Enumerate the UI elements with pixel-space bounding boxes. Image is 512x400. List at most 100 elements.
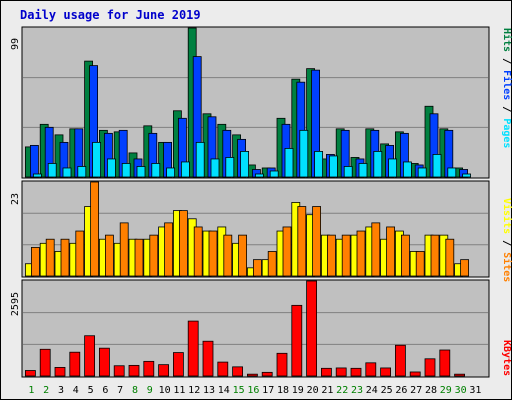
chart-title: Daily usage for June 2019: [20, 8, 201, 22]
panel-visits-ymax-label: 23: [10, 193, 21, 205]
visits-panel-bar-sites-day-11: [178, 210, 188, 277]
visits-panel-bar-sites-day-20: [312, 206, 322, 277]
legend-slash-2: /: [501, 100, 512, 118]
kbytes-panel-bar-kbytes-day-1: [24, 370, 36, 377]
x-tick-label-day-6: 6: [102, 385, 108, 396]
legend-pages: Pages: [501, 118, 512, 148]
x-tick-label-day-19: 19: [292, 385, 304, 396]
x-axis-day-labels: 1 2 3 4 5 6 7 8 9 10 11 12 13 14 15 16 17 18 19 20 21 22 23 24 2…: [28, 385, 481, 396]
x-tick-label-day-4: 4: [73, 385, 79, 396]
legend-kbytes: KBytes: [501, 340, 512, 376]
gridlines: [23, 77, 488, 345]
kbytes-panel-bar-kbytes-day-27: [409, 371, 421, 377]
x-tick-label-day-30: 30: [455, 385, 467, 396]
x-tick-label-day-8: 8: [132, 385, 138, 396]
hits-panel-bar-pages-day-21: [328, 155, 338, 178]
hits-panel-bar-pages-day-24: [373, 151, 383, 178]
hits-panel-bar-pages-day-27: [417, 167, 427, 178]
kbytes-panel-bar-kbytes-day-23: [350, 367, 362, 377]
x-tick-label-day-17: 17: [262, 385, 274, 396]
visits-panel-bar-sites-day-30: [460, 259, 470, 277]
x-tick-label-day-14: 14: [218, 385, 230, 396]
visits-panel-bar-sites-day-12: [193, 226, 203, 277]
panel-kbytes-ymax-label: 2595: [10, 292, 21, 316]
hits-panel-bar-pages-day-18: [284, 148, 294, 178]
x-tick-label-day-10: 10: [159, 385, 171, 396]
legend-hits: Hits: [501, 28, 512, 52]
legend-slash-3: /: [501, 234, 512, 252]
kbytes-panel-bar-kbytes-day-2: [39, 348, 51, 377]
x-tick-label-day-11: 11: [173, 385, 185, 396]
kbytes-panel-bar-kbytes-day-20: [306, 280, 318, 377]
x-tick-label-day-24: 24: [366, 385, 378, 396]
hits-panel-bar-pages-day-28: [432, 154, 442, 178]
kbytes-panel-bar-kbytes-day-13: [202, 340, 214, 377]
kbytes-panel-bar-kbytes-day-10: [158, 364, 170, 377]
hits-panel-bar-pages-day-8: [136, 166, 146, 178]
hits-panel-bar-pages-day-17: [269, 170, 279, 178]
visits-panel-bar-sites-day-21: [326, 234, 336, 277]
kbytes-panel-bar-kbytes-day-11: [172, 352, 184, 377]
kbytes-panel-bar-kbytes-day-24: [365, 362, 377, 377]
hits-panel-bar-pages-day-1: [33, 173, 42, 178]
kbytes-panel-bar-kbytes-day-12: [187, 320, 199, 377]
hits-panel-bar-pages-day-5: [92, 141, 101, 178]
hits-panel-bar-pages-day-20: [314, 151, 324, 178]
kbytes-panel-bar-kbytes-day-30: [454, 373, 466, 377]
kbytes-panel-bar-kbytes-day-3: [54, 366, 66, 377]
hits-panel-bar-pages-day-30: [462, 173, 472, 178]
x-tick-label-day-27: 27: [410, 385, 422, 396]
legend-hits-files-pages: Hits / Files / Pages: [501, 28, 512, 148]
kbytes-panel-bar-kbytes-day-17: [261, 371, 273, 377]
hits-panel-bar-pages-day-19: [299, 129, 309, 178]
kbytes-panel-bar-kbytes-day-6: [99, 347, 110, 377]
x-tick-label-day-3: 3: [58, 385, 64, 396]
hits-panel-bar-pages-day-7: [121, 163, 131, 178]
visits-panel-bar-sites-day-26: [400, 234, 410, 277]
kbytes-panel-bar-kbytes-day-15: [232, 366, 244, 377]
kbytes-panel-bar-kbytes-day-8: [128, 364, 140, 377]
hits-panel-bar-pages-day-6: [107, 158, 116, 178]
legend-files: Files: [501, 70, 512, 100]
visits-panel-bar-sites-day-4: [75, 230, 85, 277]
visits-panel-bar-sites-day-15: [238, 234, 248, 277]
bar-layer: [24, 27, 472, 377]
hits-panel-bar-pages-day-26: [402, 161, 412, 178]
kbytes-panel-bar-kbytes-day-25: [380, 367, 392, 377]
hits-panel-bar-pages-day-13: [210, 158, 220, 178]
x-tick-label-day-26: 26: [395, 385, 407, 396]
hits-panel-bar-pages-day-22: [343, 166, 353, 178]
x-tick-label-day-5: 5: [88, 385, 94, 396]
x-tick-label-day-31: 31: [469, 385, 481, 396]
x-tick-label-day-29: 29: [440, 385, 452, 396]
x-tick-label-day-23: 23: [351, 385, 363, 396]
panel-hits-ymax-label: 99: [10, 38, 21, 50]
legend-visits-sites: Visits / Sites: [501, 198, 512, 282]
hits-panel-bar-pages-day-2: [47, 163, 57, 178]
visits-panel-bar-sites-day-14: [223, 234, 233, 277]
legend-slash-1: /: [501, 52, 512, 70]
x-tick-label-day-1: 1: [28, 385, 34, 396]
visits-panel-bar-sites-day-7: [119, 222, 129, 277]
visits-panel-bar-sites-day-22: [341, 234, 351, 277]
visits-panel-bar-sites-day-17: [267, 251, 277, 277]
visits-panel-bar-sites-day-19: [297, 206, 307, 277]
x-tick-label-day-20: 20: [307, 385, 319, 396]
kbytes-panel-bar-kbytes-day-26: [394, 344, 406, 377]
kbytes-panel-bar-kbytes-day-29: [439, 349, 451, 377]
visits-panel-bar-sites-day-25: [386, 226, 396, 277]
hits-panel-bar-pages-day-12: [195, 141, 205, 178]
legend-sites: Sites: [501, 252, 512, 282]
x-tick-label-day-15: 15: [233, 385, 245, 396]
hits-panel-bar-pages-day-10: [166, 167, 176, 178]
kbytes-panel-bar-kbytes-day-14: [217, 361, 229, 377]
hits-panel-bar-pages-day-15: [240, 151, 250, 178]
x-tick-label-day-9: 9: [147, 385, 153, 396]
visits-panel-bar-sites-day-23: [356, 230, 366, 277]
visits-panel-bar-sites-day-1: [30, 246, 40, 277]
kbytes-panel-bar-kbytes-day-5: [84, 335, 95, 377]
kbytes-panel-bar-kbytes-day-18: [276, 352, 288, 377]
hits-panel-bar-pages-day-23: [358, 163, 368, 178]
x-tick-label-day-13: 13: [203, 385, 215, 396]
x-tick-label-day-25: 25: [381, 385, 393, 396]
